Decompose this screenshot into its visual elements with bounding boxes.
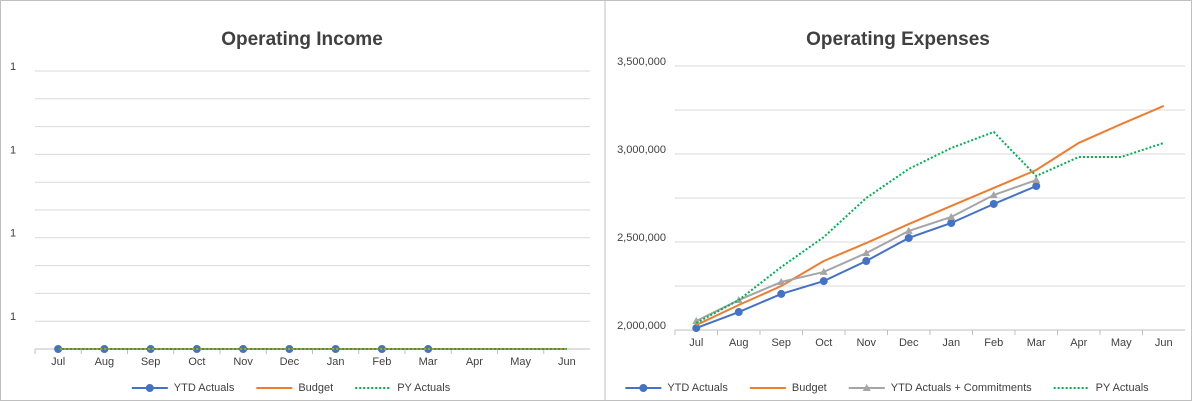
x-tick-label: Jun	[558, 356, 576, 368]
point	[1032, 176, 1041, 184]
x-tick-label: Jan	[327, 356, 345, 368]
x-tick-label: Aug	[95, 356, 115, 368]
x-tick-label: May	[1111, 337, 1132, 349]
y-tick-label: 3,000,000	[617, 144, 666, 156]
point	[862, 249, 871, 257]
point	[692, 324, 701, 333]
y-tick-label: 1	[10, 228, 16, 240]
x-tick-label: Mar	[1027, 337, 1046, 349]
x-tick-label: Nov	[856, 337, 876, 349]
point	[692, 317, 701, 325]
point	[947, 213, 956, 221]
x-tick-label: Dec	[280, 356, 300, 368]
x-tick-label: Feb	[372, 356, 391, 368]
y-tick-label: 1	[10, 61, 16, 73]
point	[639, 384, 648, 392]
legend-label: YTD Actuals + Commitments	[891, 382, 1032, 394]
point	[734, 308, 743, 317]
point	[1032, 182, 1041, 191]
legend-label: Budget	[298, 382, 333, 394]
point	[777, 289, 786, 298]
point	[145, 384, 154, 392]
x-tick-label: Nov	[233, 356, 253, 368]
x-tick-label: Oct	[188, 356, 205, 368]
x-tick-label: Dec	[899, 337, 919, 349]
x-tick-label: Jul	[689, 337, 703, 349]
y-tick-label: 1	[10, 311, 16, 323]
y-tick-label: 2,000,000	[617, 320, 666, 332]
legend-label: PY Actuals	[1096, 382, 1149, 394]
point	[819, 277, 828, 286]
x-tick-label: Jul	[51, 356, 65, 368]
x-tick-label: Oct	[815, 337, 832, 349]
chart-title: Operating Expenses	[806, 29, 990, 50]
x-tick-label: Feb	[984, 337, 1003, 349]
legend-label: YTD Actuals	[667, 382, 728, 394]
y-tick-label: 1	[10, 144, 16, 156]
y-tick-label: 2,500,000	[617, 232, 666, 244]
x-tick-label: Jan	[942, 337, 960, 349]
y-tick-label: 3,500,000	[617, 56, 666, 68]
series-line	[695, 105, 1165, 326]
series-line	[695, 130, 1165, 324]
point	[989, 199, 998, 208]
point	[904, 226, 913, 234]
point	[989, 191, 998, 199]
point	[904, 233, 913, 242]
x-tick-label: Mar	[419, 356, 438, 368]
point	[819, 267, 828, 275]
x-tick-label: Jun	[1155, 337, 1173, 349]
legend-label: Budget	[792, 382, 827, 394]
x-tick-label: Apr	[466, 356, 483, 368]
point	[777, 277, 786, 285]
x-tick-label: Aug	[729, 337, 749, 349]
point	[862, 384, 871, 391]
point	[947, 218, 956, 227]
x-tick-label: Apr	[1070, 337, 1087, 349]
x-tick-label: Sep	[771, 337, 791, 349]
legend-label: PY Actuals	[397, 382, 450, 394]
point	[862, 257, 871, 266]
x-tick-label: May	[510, 356, 531, 368]
x-tick-label: Sep	[141, 356, 161, 368]
chart-title: Operating Income	[221, 29, 383, 50]
legend-label: YTD Actuals	[174, 382, 235, 394]
